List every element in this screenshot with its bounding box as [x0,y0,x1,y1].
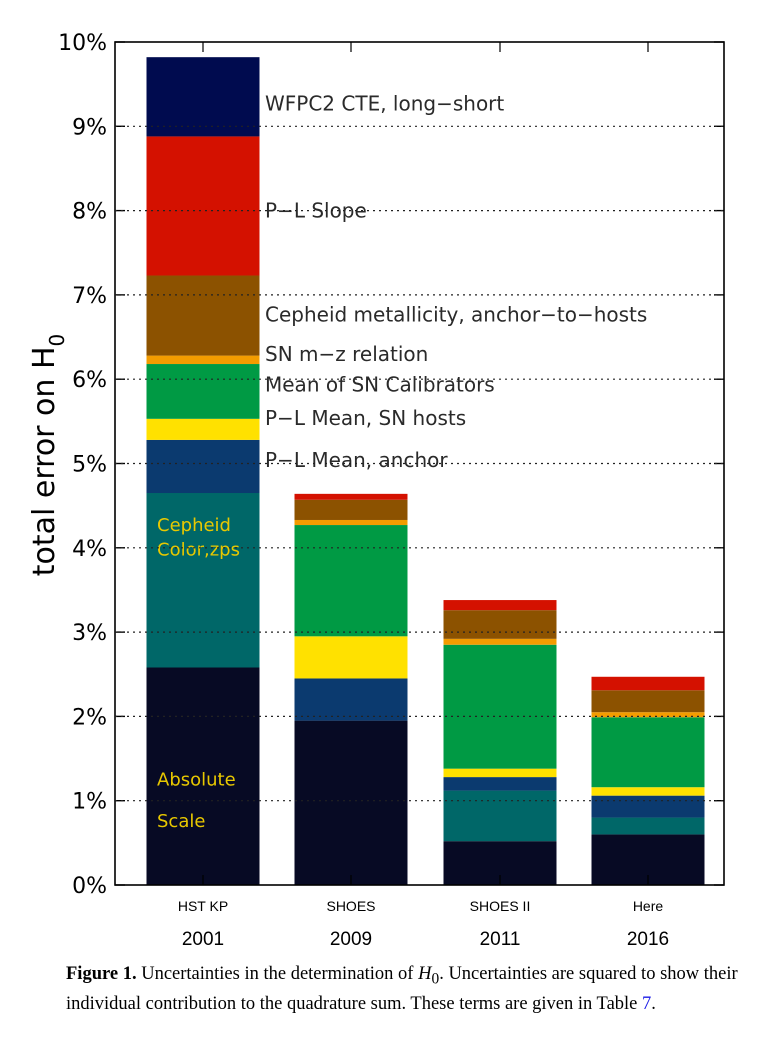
bar-segment [294,499,408,520]
x-year-label: 2011 [480,929,521,950]
bar-segment [146,364,260,419]
caption-symbol: H [418,964,432,984]
series-annotation: Cepheid metallicity, anchor−to−hosts [265,302,647,326]
bar-segment [294,720,408,885]
y-tick-label: 4% [72,537,107,562]
caption-text-a: Uncertainties in the determination of [136,964,419,984]
figure-caption: Figure 1. Uncertainties in the determina… [66,962,756,1016]
in-bar-labels: Cepheid Color,zps Absolute Scale [157,515,240,832]
bar-segment [146,418,260,440]
bar-segment [443,610,557,639]
y-tick-label: 6% [72,368,107,393]
bar-segment [443,790,557,842]
y-tick-labels: 0% 1% 2% 3% 4% 5% 6% 7% 8% 9% 10% [58,31,107,899]
y-tick-label: 8% [72,200,107,225]
series-annotation: SN m−z relation [265,342,428,366]
bar-segment [591,676,705,691]
bar-segment [146,439,260,494]
bar-segment [591,690,705,713]
y-tick-label: 3% [72,621,107,646]
series-annotation: Mean of SN Calibrators [265,372,495,396]
x-year-label: 2009 [330,929,372,950]
in-bar-label: Cepheid [157,515,231,536]
y-tick-label: 2% [72,705,107,730]
series-annotations: WFPC2 CTE, long−short P−L Slope Cepheid me… [265,92,647,473]
table-link[interactable]: 7 [642,993,652,1014]
in-bar-label: Scale [157,811,205,832]
in-bar-label: Color,zps [157,539,240,560]
y-tick-label: 1% [72,790,107,815]
y-axis-label: total error on H0 [27,334,69,577]
x-category-label: HST KP [178,898,228,914]
bar-segment [443,638,557,645]
bar-segment [294,678,408,721]
series-annotation: P−L Slope [265,199,367,223]
caption-label: Figure 1. [66,964,137,984]
bar-segment [146,275,260,356]
x-category-label: Here [633,898,664,914]
x-year-label: 2001 [182,929,224,950]
stacked-bar-chart: 0% 1% 2% 3% 4% 5% 6% 7% 8% 9% 10% HST KP 2001 SHOES 2… [27,31,725,950]
y-tick-label: 9% [72,115,107,140]
series-annotation: P−L Mean, anchor [265,448,448,472]
bar-segment [591,717,705,788]
y-tick-label: 5% [72,453,107,478]
bar-segment [294,636,408,679]
x-category-label: SHOES II [470,898,531,914]
x-year-label: 2016 [627,929,669,950]
bar-segment [591,795,705,818]
bars [146,57,705,885]
x-category-labels: HST KP 2001 SHOES 2009 SHOES II 2011 Here 2016 [178,898,669,950]
bar-segment [146,355,260,365]
bar-segment [146,136,260,276]
bar-segment [591,787,705,796]
caption-symbol-sub: 0 [431,970,440,988]
in-bar-label: Absolute [157,770,236,791]
bar-segment [294,519,408,526]
bar-segment [146,667,260,885]
bar-segment [146,493,260,668]
bar-segment [294,525,408,637]
caption-text-b: . Uncertainties are squared to show thei… [66,964,738,1014]
x-category-label: SHOES [326,898,375,914]
bar-segment [443,644,557,769]
y-tick-label: 10% [58,31,107,56]
bar-segment [443,777,557,791]
series-annotation: P−L Mean, SN hosts [265,406,466,430]
caption-text-c: . [651,993,656,1014]
y-tick-label: 0% [72,874,107,899]
bar-segment [146,57,260,137]
series-annotation: WFPC2 CTE, long−short [265,92,504,116]
bar-segment [591,817,705,835]
bar-segment [591,712,705,718]
y-tick-label: 7% [72,284,107,309]
bar-segment [443,768,557,778]
bar-segment [294,493,408,500]
bar-segment [443,600,557,611]
